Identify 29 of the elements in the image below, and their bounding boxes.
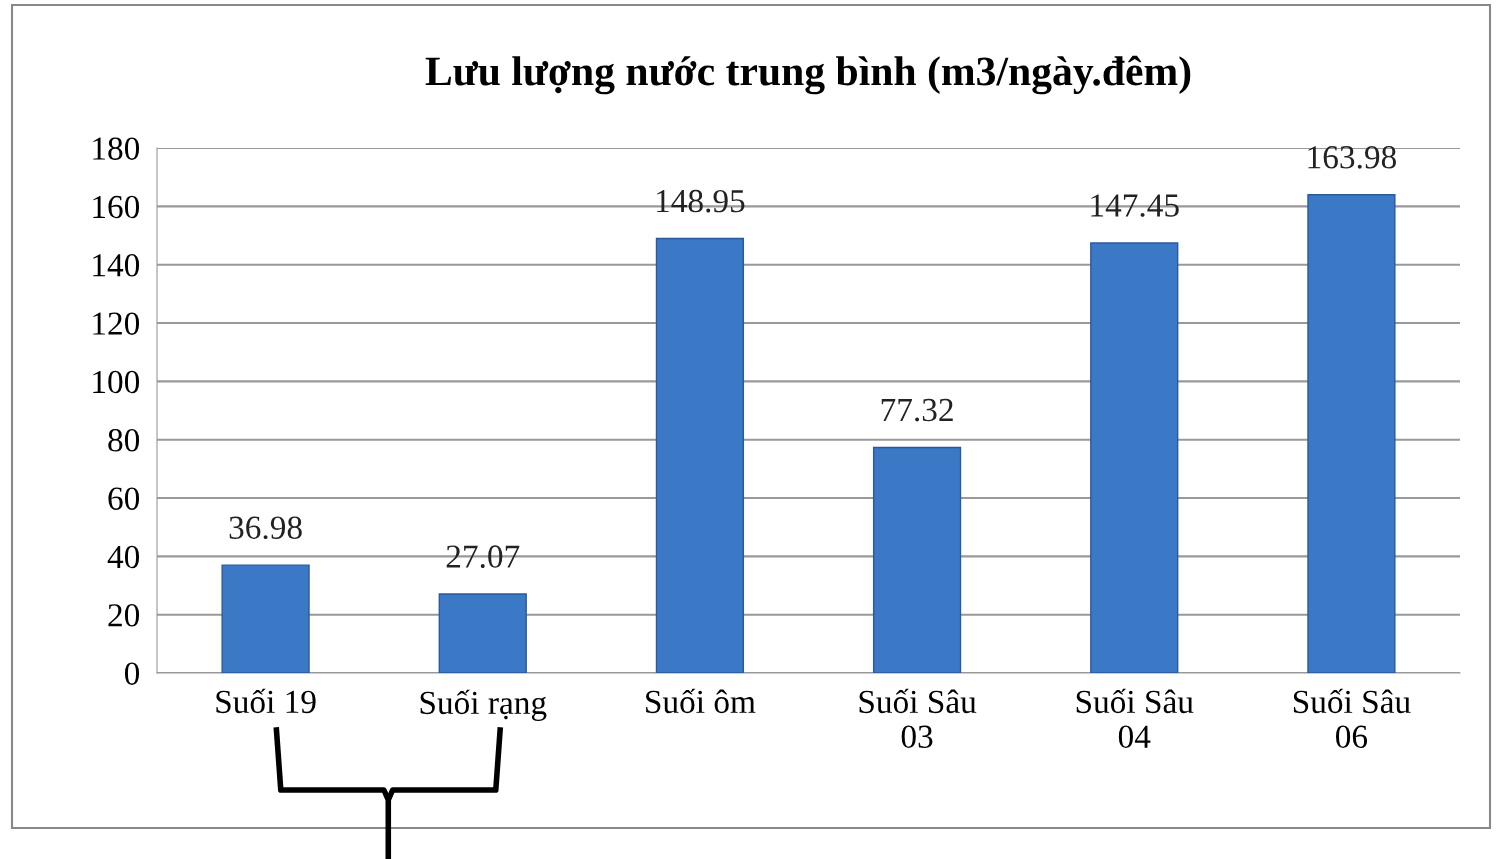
y-tick-label: 120 xyxy=(93,312,140,335)
y-tick-label: 0 xyxy=(124,662,140,685)
bar xyxy=(438,593,527,673)
data-label: 147.45 xyxy=(1091,194,1179,217)
y-tick-label: 80 xyxy=(108,429,140,452)
x-tick-label: Suối ôm xyxy=(646,688,756,714)
y-tick-label: 180 xyxy=(93,137,140,160)
bar xyxy=(1307,194,1396,673)
x-tick-label: Suối Sâu 06 xyxy=(1293,688,1411,748)
data-label: 36.98 xyxy=(229,516,302,540)
data-label: 27.07 xyxy=(446,545,520,568)
bar xyxy=(221,564,310,673)
data-label: 77.32 xyxy=(881,398,953,422)
x-tick-label: Suối Sâu 03 xyxy=(859,688,977,748)
y-tick-label: 100 xyxy=(93,370,140,394)
chart-title: Lưu lượng nước trung bình (m3/ngày.đêm) xyxy=(425,55,1191,95)
x-tick-label: Suối Sâu 04 xyxy=(1076,688,1194,748)
y-tick-label: 60 xyxy=(108,487,140,510)
y-tick-label: 160 xyxy=(93,195,140,219)
data-label: 148.95 xyxy=(657,189,745,213)
data-label: 163.98 xyxy=(1308,146,1396,169)
bar xyxy=(655,237,745,673)
y-tick-label: 40 xyxy=(107,545,140,569)
y-tick-label: 20 xyxy=(108,604,140,627)
x-tick-label: Suối rạng xyxy=(420,689,547,721)
bar xyxy=(872,446,962,673)
y-tick-label: 140 xyxy=(93,254,140,277)
bar xyxy=(1090,242,1179,673)
x-tick-label: Suối 19 xyxy=(216,688,316,714)
